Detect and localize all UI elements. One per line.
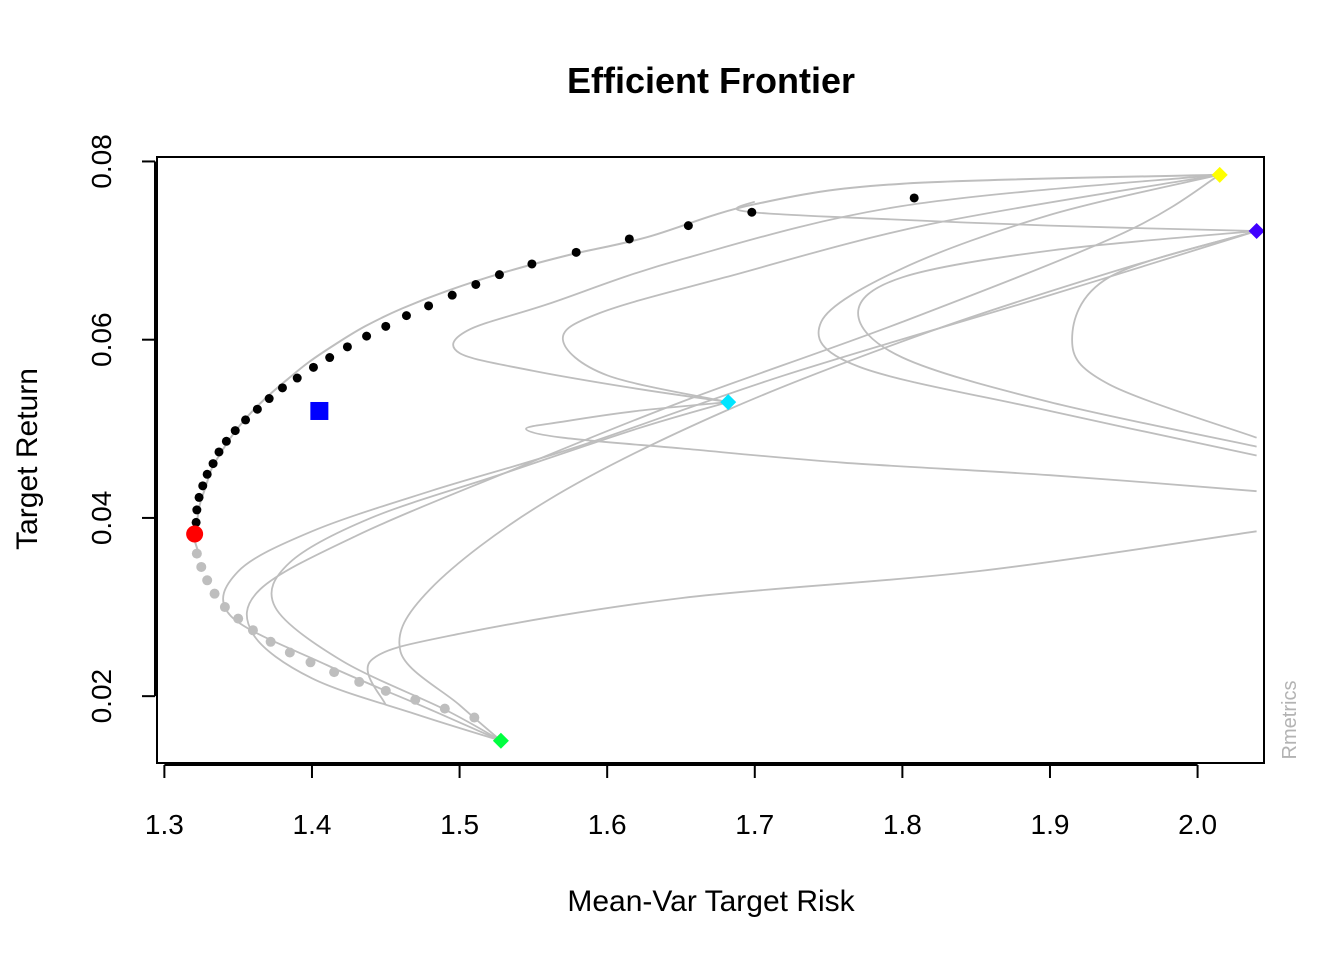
efficient-point xyxy=(362,331,372,341)
x-tick-label: 1.5 xyxy=(440,809,479,840)
two-asset-curves xyxy=(222,173,1257,742)
efficient-point xyxy=(471,279,481,289)
efficient-point xyxy=(494,270,504,280)
efficient-point xyxy=(308,362,318,372)
inefficient-point xyxy=(380,685,391,696)
rmetrics-credit: Rmetrics xyxy=(1279,681,1301,760)
inefficient-point xyxy=(247,625,258,636)
efficient-point xyxy=(747,207,757,217)
two-asset-curve-8 xyxy=(857,230,1257,448)
efficient-point xyxy=(447,290,457,300)
efficient-point xyxy=(192,505,202,515)
two-asset-curve-7 xyxy=(561,173,1220,403)
x-tick-label: 1.3 xyxy=(145,809,184,840)
efficient-point xyxy=(571,247,581,257)
efficient-point xyxy=(264,394,274,404)
two-asset-curve-10 xyxy=(1071,230,1257,439)
two-asset-curve-12 xyxy=(366,530,1257,706)
y-tick-label: 0.02 xyxy=(86,669,117,724)
inefficient-point xyxy=(265,636,276,647)
efficient-point xyxy=(208,459,218,469)
two-asset-curve-9 xyxy=(817,173,1257,457)
efficient-point xyxy=(909,193,919,203)
single-asset-point-4 xyxy=(1248,222,1265,239)
two-asset-curve-5 xyxy=(452,173,1220,403)
x-axis-label: Mean-Var Target Risk xyxy=(567,885,855,918)
x-tick-label: 1.8 xyxy=(883,809,922,840)
y-tick-label: 0.08 xyxy=(86,134,117,189)
two-asset-curve-2 xyxy=(246,174,1221,742)
efficient-point xyxy=(194,492,204,502)
plot-frame xyxy=(156,156,1265,764)
inefficient-point xyxy=(329,667,340,678)
x-tick-label: 1.6 xyxy=(588,809,627,840)
inefficient-point xyxy=(439,703,450,714)
frontier-layer xyxy=(193,173,1220,553)
efficient-point xyxy=(202,469,212,479)
inefficient-point xyxy=(410,694,421,705)
frontier-line xyxy=(193,173,1220,553)
inefficient-point xyxy=(233,613,244,624)
two-asset-curve-4 xyxy=(398,230,1257,742)
axes-layer: 1.3 1.4 1.5 1.6 1.7 1.8 1.9 2.0 0.02 0.04 0.06 0.08 xyxy=(86,134,1265,840)
inefficient-point xyxy=(284,647,295,658)
efficient-point xyxy=(277,383,287,393)
y-axis-label: Target Return xyxy=(11,368,44,550)
inefficient-point xyxy=(354,676,365,687)
inefficient-point xyxy=(202,575,213,586)
efficient-point xyxy=(252,404,262,414)
inefficient-point xyxy=(191,548,202,559)
efficient-point xyxy=(325,353,335,363)
efficient-point xyxy=(381,321,391,331)
inefficient-point xyxy=(219,602,230,613)
two-asset-curve-3 xyxy=(222,230,1257,742)
efficient-point xyxy=(214,447,224,457)
efficient-point xyxy=(683,221,693,231)
two-asset-curve-11 xyxy=(735,200,1257,232)
efficient-point xyxy=(221,436,231,446)
efficient-point xyxy=(527,259,537,269)
single-asset-point-2 xyxy=(720,394,737,411)
x-tick-label: 1.4 xyxy=(293,809,332,840)
x-tick-label: 1.9 xyxy=(1031,809,1070,840)
single-asset-point-3 xyxy=(1211,166,1228,183)
y-tick-label: 0.04 xyxy=(86,491,117,546)
two-asset-curve-6 xyxy=(525,401,1257,493)
x-tick-label: 2.0 xyxy=(1178,809,1217,840)
efficient-point xyxy=(191,517,201,527)
equal-weights-point xyxy=(310,401,329,420)
inefficient-point xyxy=(196,561,207,572)
efficient-point xyxy=(198,481,208,491)
chart-title: Efficient Frontier xyxy=(567,60,855,101)
efficient-point xyxy=(292,373,302,383)
y-tick-label: 0.06 xyxy=(86,312,117,367)
points-layer xyxy=(186,166,1265,749)
inefficient-point xyxy=(305,657,316,668)
inefficient-point xyxy=(469,712,480,723)
single-asset-point-1 xyxy=(492,732,509,749)
x-tick-label: 1.7 xyxy=(735,809,774,840)
efficient-point xyxy=(342,342,352,352)
efficient-point xyxy=(241,415,251,425)
inefficient-point xyxy=(209,588,220,599)
efficient-point xyxy=(230,426,240,436)
two-asset-curve-1 xyxy=(270,401,729,742)
min-variance-point xyxy=(186,525,204,543)
efficient-point xyxy=(424,301,434,311)
efficient-point xyxy=(401,311,411,321)
efficient-point xyxy=(624,234,634,244)
